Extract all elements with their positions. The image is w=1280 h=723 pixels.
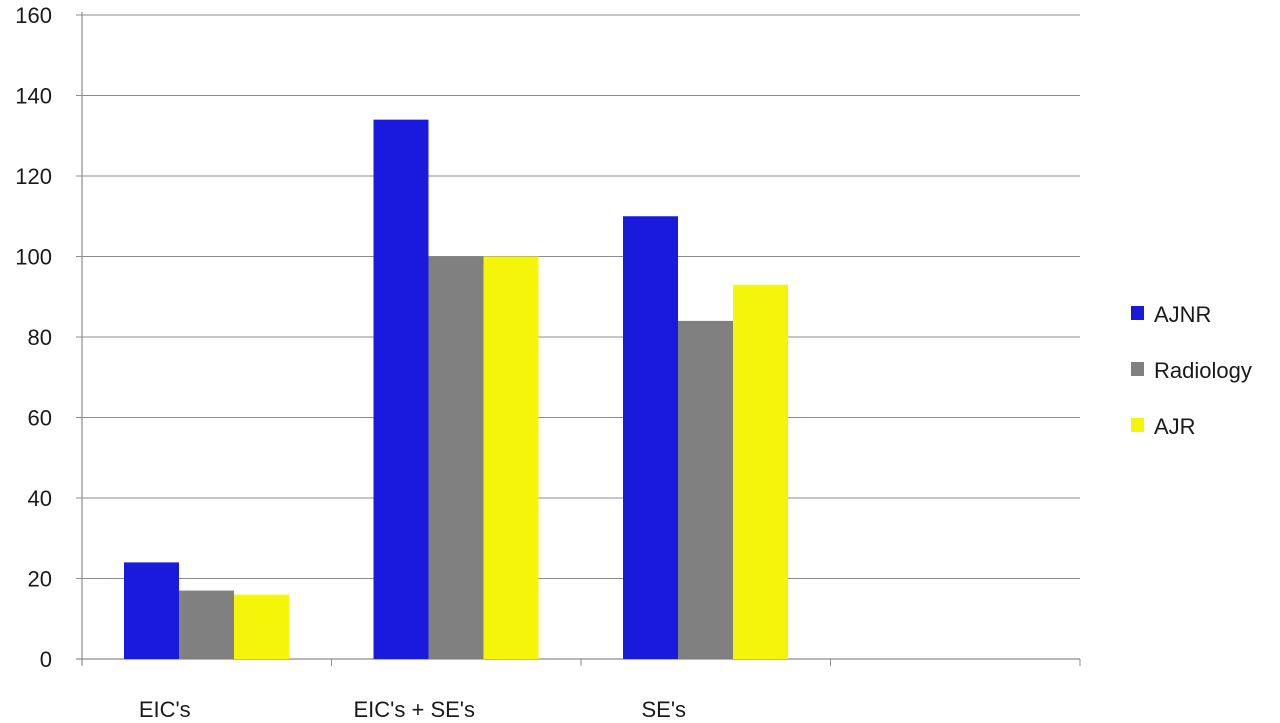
y-tick-label: 140 [15,84,52,109]
legend: AJNR Radiology AJR [1131,302,1252,439]
axes [76,12,1081,666]
bar-ajr-2 [733,284,788,659]
legend-swatch-ajnr [1131,306,1144,320]
gridlines [82,14,1080,579]
y-tick-label: 100 [15,245,52,270]
legend-swatch-radiology [1131,362,1144,376]
bars [124,119,788,659]
bar-ajnr-1 [373,119,429,659]
y-tick-label: 60 [28,406,52,431]
y-tick-label: 120 [15,164,52,189]
y-tick-label: 40 [28,486,52,511]
bar-ajr-0 [234,594,289,659]
bar-radiology-2 [678,320,733,659]
bar-ajnr-0 [124,562,179,659]
legend-swatch-ajr [1131,418,1144,432]
y-tick-label: 20 [28,567,52,592]
bar-ajnr-2 [623,216,678,659]
x-category-label: EIC's + SE's [354,697,476,722]
bar-radiology-1 [428,256,484,659]
bar-radiology-0 [179,590,234,659]
y-tick-label: 0 [40,647,52,672]
x-category-label: EIC's [139,697,191,722]
x-category-label: SE's [641,697,686,722]
bar-ajr-1 [483,256,539,659]
legend-label: AJNR [1154,302,1211,327]
legend-label: Radiology [1154,358,1252,383]
x-category-labels: EIC's EIC's + SE's SE's [139,697,686,722]
y-tick-label: 160 [15,3,52,28]
legend-label: AJR [1154,414,1196,439]
y-tick-label: 80 [28,325,52,350]
y-tick-labels: 0 20 40 60 80 100 120 140 160 [15,3,52,672]
